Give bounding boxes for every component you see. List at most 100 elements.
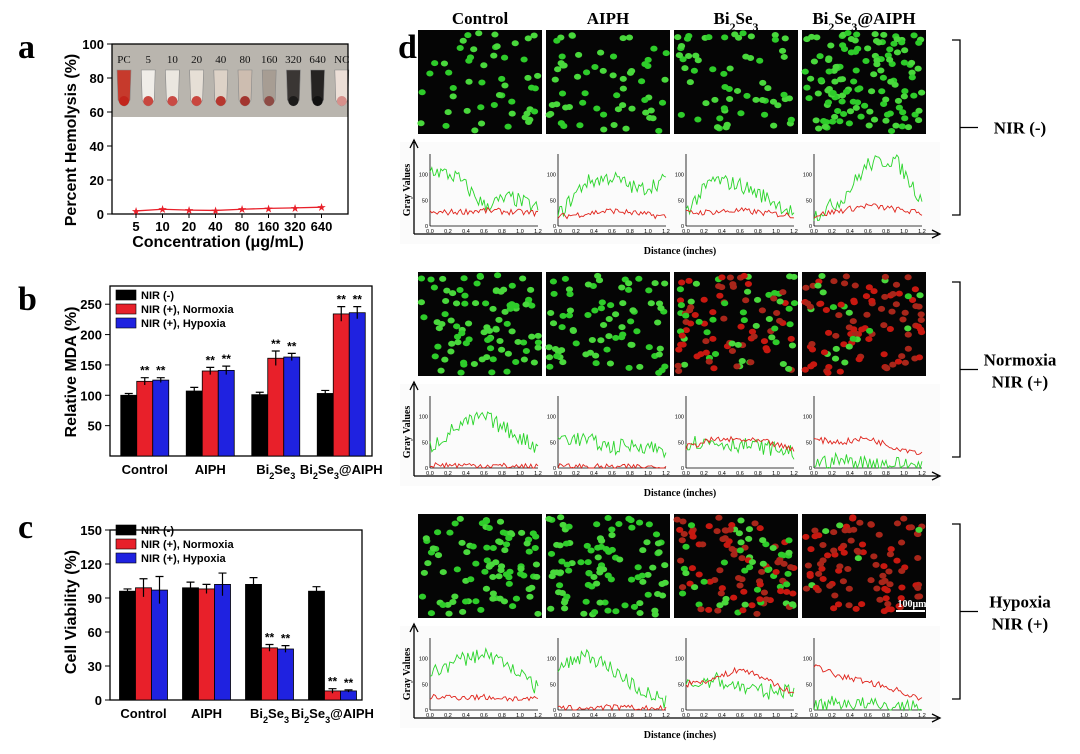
cell-dot (523, 540, 531, 547)
cell-dot (880, 322, 888, 329)
profile-xtick-label: 1.2 (534, 713, 542, 719)
cell-dot (814, 282, 822, 289)
cell-dot (460, 275, 468, 282)
cell-dot (557, 60, 565, 67)
cell-dot (558, 589, 566, 596)
cell-dot (709, 335, 717, 342)
cell-dot (482, 518, 491, 525)
cell-dot (780, 53, 788, 60)
panel-b-ytick-label: 150 (80, 358, 102, 373)
panel-b-xtick-label: Bi2Se3 (256, 462, 295, 481)
cell-dot (677, 557, 685, 564)
cell-dot (887, 127, 896, 134)
cell-dot (460, 359, 468, 366)
cell-dot (842, 273, 850, 280)
profile-xtick-label: 0.0 (810, 229, 818, 235)
panel-a-ytick-label: 0 (97, 207, 104, 222)
panel-b-legend-label: NIR (-) (141, 290, 174, 302)
cell-dot (431, 60, 439, 67)
cell-dot (914, 584, 922, 591)
cell-dot (904, 331, 912, 338)
panel-c-error-bar (312, 586, 321, 596)
cell-dot (677, 43, 686, 50)
panel-c-ytick-label: 60 (88, 625, 102, 640)
cell-dot (847, 537, 855, 544)
cell-dot (697, 351, 705, 358)
cell-dot (655, 127, 663, 134)
row-bracket (952, 281, 961, 458)
cell-dot (852, 104, 860, 111)
cell-dot (490, 52, 498, 59)
cell-dot (729, 283, 738, 290)
panel-b-bar (332, 313, 350, 457)
cell-dot (676, 286, 685, 293)
cell-dot (625, 364, 633, 371)
cell-dot (533, 573, 541, 580)
cell-dot (636, 600, 644, 607)
profile-x-axis (414, 471, 942, 481)
panel-b-error-bar (190, 386, 199, 395)
profile-ylabel: Gray Values (402, 164, 413, 217)
cell-dot (721, 300, 729, 307)
cell-dot (893, 36, 901, 43)
column-header: Control (452, 9, 509, 28)
cell-dot (547, 605, 555, 612)
inset-tube-pellet (288, 96, 299, 106)
cell-dot (882, 364, 890, 371)
cell-dot (873, 57, 881, 64)
profile-xtick-label: 0.8 (754, 471, 762, 477)
profile-xtick-label: 0.4 (846, 471, 854, 477)
cell-dot (508, 98, 516, 105)
cell-dot (758, 96, 767, 103)
cell-dot (619, 331, 627, 338)
profile-xtick-label: 1.2 (662, 471, 670, 477)
cell-dot (503, 320, 511, 327)
cell-dot (721, 527, 729, 534)
profile-xtick-label: 0.2 (700, 713, 708, 719)
cell-dot (473, 280, 481, 287)
cell-dot (715, 514, 723, 521)
cell-dot (900, 93, 908, 100)
cell-dot (573, 73, 582, 80)
cell-dot (615, 520, 623, 527)
cell-dot (914, 554, 922, 561)
cell-dot (807, 546, 815, 553)
cell-dot (780, 560, 788, 567)
cell-dot (688, 565, 697, 572)
cell-dot (486, 561, 494, 568)
inset-tube-label: 320 (285, 54, 302, 66)
profile-xtick-label: 0.4 (590, 229, 598, 235)
cell-dot (771, 36, 779, 43)
cell-dot (890, 40, 898, 47)
cell-dot (726, 274, 734, 281)
cell-dot (680, 361, 689, 368)
cell-dot (745, 526, 754, 533)
cell-dot (582, 69, 591, 76)
panel-a-point: ★ (131, 206, 141, 218)
cell-dot (508, 282, 516, 289)
cell-dot (547, 110, 555, 117)
panel-b-significance-mark: ** (206, 353, 216, 367)
fluorescence-image-bg (802, 272, 926, 376)
cell-dot (725, 86, 733, 93)
profile-xtick-label: 0.8 (498, 713, 506, 719)
cell-dot (528, 333, 536, 340)
cell-dot (810, 361, 818, 368)
cell-dot (497, 346, 506, 353)
cell-dot (915, 526, 923, 533)
cell-dot (692, 52, 700, 59)
cell-dot (881, 293, 889, 300)
column-header: Bi2Se3 (714, 9, 759, 34)
green-profile-line (429, 411, 539, 453)
profile-xtick-label: 0.6 (608, 471, 616, 477)
cell-dot (845, 527, 853, 534)
inset-tube-label: PC (117, 54, 130, 66)
cell-dot (720, 70, 728, 77)
cell-dot (603, 346, 611, 353)
cell-dot (604, 607, 612, 614)
profile-xtick-label: 0.2 (828, 471, 836, 477)
cell-dot (852, 67, 860, 74)
green-profile-line (813, 451, 923, 470)
panel-c-error-bar (202, 583, 211, 594)
cell-dot (910, 32, 918, 39)
